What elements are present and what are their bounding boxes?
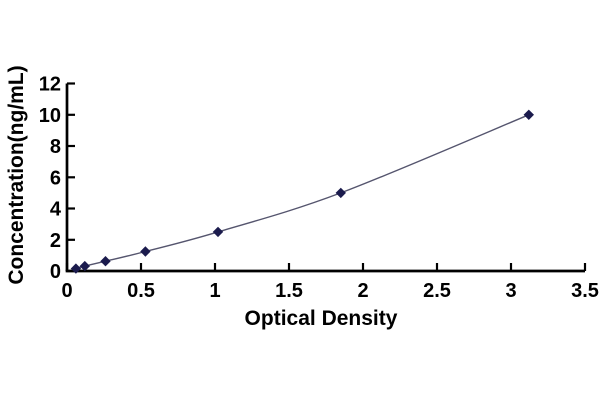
data-point-marker bbox=[70, 263, 82, 274]
data-point-marker bbox=[523, 109, 534, 120]
y-tick-label: 6 bbox=[50, 167, 61, 189]
y-axis-ticks: 0 2 4 6 8 10 12 bbox=[39, 74, 75, 283]
data-point-marker bbox=[140, 246, 151, 257]
x-tick-label: 2.5 bbox=[423, 280, 451, 302]
y-tick-label: 10 bbox=[39, 105, 61, 127]
x-axis-label: Optical Density bbox=[245, 307, 398, 330]
curve-path bbox=[75, 114, 530, 270]
x-tick-label: 3 bbox=[505, 280, 516, 302]
data-point-marker bbox=[335, 187, 346, 199]
x-tick-label: 3.5 bbox=[571, 280, 599, 302]
data-point-markers bbox=[70, 109, 534, 274]
x-tick-label: 1 bbox=[209, 280, 220, 302]
y-tick-label: 12 bbox=[39, 74, 61, 96]
y-tick-label: 4 bbox=[50, 199, 62, 221]
x-tick-label: 0 bbox=[61, 280, 72, 302]
data-point-marker bbox=[100, 256, 111, 267]
standard-curve-line bbox=[75, 114, 530, 270]
data-point-marker bbox=[79, 260, 90, 272]
x-tick-label: 0.5 bbox=[127, 280, 155, 302]
data-point-marker bbox=[212, 226, 224, 238]
y-axis-label: Concentration(ng/mL) bbox=[5, 65, 28, 284]
x-tick-label: 1.5 bbox=[275, 280, 303, 302]
x-axis-ticks: 0 0.5 1 1.5 2 2.5 3 3.5 bbox=[61, 263, 599, 302]
y-tick-label: 8 bbox=[50, 136, 61, 158]
y-tick-label: 2 bbox=[50, 230, 61, 252]
y-tick-label: 0 bbox=[50, 261, 61, 283]
axes bbox=[65, 83, 585, 273]
x-tick-label: 2 bbox=[357, 280, 368, 302]
